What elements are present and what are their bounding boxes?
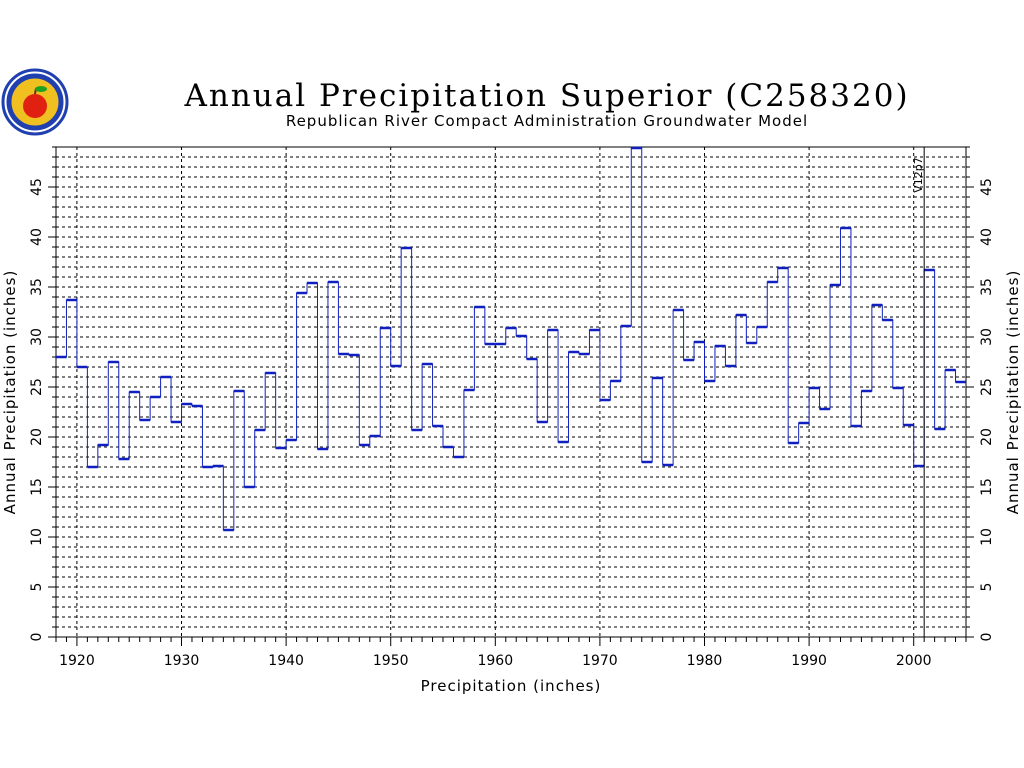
y-axis-label-right: Annual Precipitation (inches) (1004, 270, 1022, 515)
y-tick-label-right: 15 (979, 478, 995, 496)
y-tick-label-left: 20 (29, 428, 45, 446)
series-precipitation (56, 146, 966, 532)
y-tick-label-right: 35 (979, 278, 995, 296)
apple-icon (23, 94, 47, 118)
y-tick-label-right: 30 (979, 328, 995, 346)
x-axis-label: Precipitation (inches) (421, 677, 602, 695)
chart-title: Annual Precipitation Superior (C258320) (183, 78, 909, 114)
y-tick-label-left: 40 (29, 228, 45, 246)
leaf-icon (35, 86, 47, 92)
y-tick-label-right: 20 (979, 428, 995, 446)
x-tick-label: 1970 (582, 653, 618, 669)
y-tick-label-right: 10 (979, 528, 995, 546)
x-tick-label: 1950 (373, 653, 409, 669)
y-axis-label-left: Annual Precipitation (inches) (1, 270, 19, 515)
y-tick-label-left: 30 (29, 328, 45, 346)
annotations: V12p7 (912, 147, 925, 637)
rrca-logo (1, 68, 69, 136)
y-tick-label-left: 10 (29, 528, 45, 546)
x-tick-label: 1930 (164, 653, 200, 669)
annotation-label: V12p7 (912, 157, 925, 193)
series-step-line (56, 147, 966, 531)
y-tick-label-left: 5 (29, 583, 45, 592)
x-tick-label: 1920 (59, 653, 95, 669)
y-tick-label-right: 5 (979, 583, 995, 592)
x-tick-label: 1960 (477, 653, 513, 669)
y-tick-label-left: 45 (29, 178, 45, 196)
x-tick-label: 1990 (791, 653, 827, 669)
y-tick-label-right: 25 (979, 378, 995, 396)
x-tick-label: 2000 (896, 653, 932, 669)
plot-frame (55, 146, 967, 638)
y-tick-label-right: 45 (979, 178, 995, 196)
y-tick-label-left: 35 (29, 278, 45, 296)
axis-ticks: 1920 1930 1940 1950 1960 1970 1980 1990 2000 0 0 5 5… (29, 146, 995, 669)
y-tick-label-left: 0 (29, 633, 45, 642)
x-tick-label: 1980 (687, 653, 723, 669)
y-tick-label-right: 0 (979, 633, 995, 642)
x-tick-label: 1940 (268, 653, 304, 669)
y-tick-label-left: 15 (29, 478, 45, 496)
grid (56, 147, 966, 637)
y-tick-label-left: 25 (29, 378, 45, 396)
y-tick-label-right: 40 (979, 228, 995, 246)
chart-subtitle: Republican River Compact Administration … (286, 112, 808, 130)
